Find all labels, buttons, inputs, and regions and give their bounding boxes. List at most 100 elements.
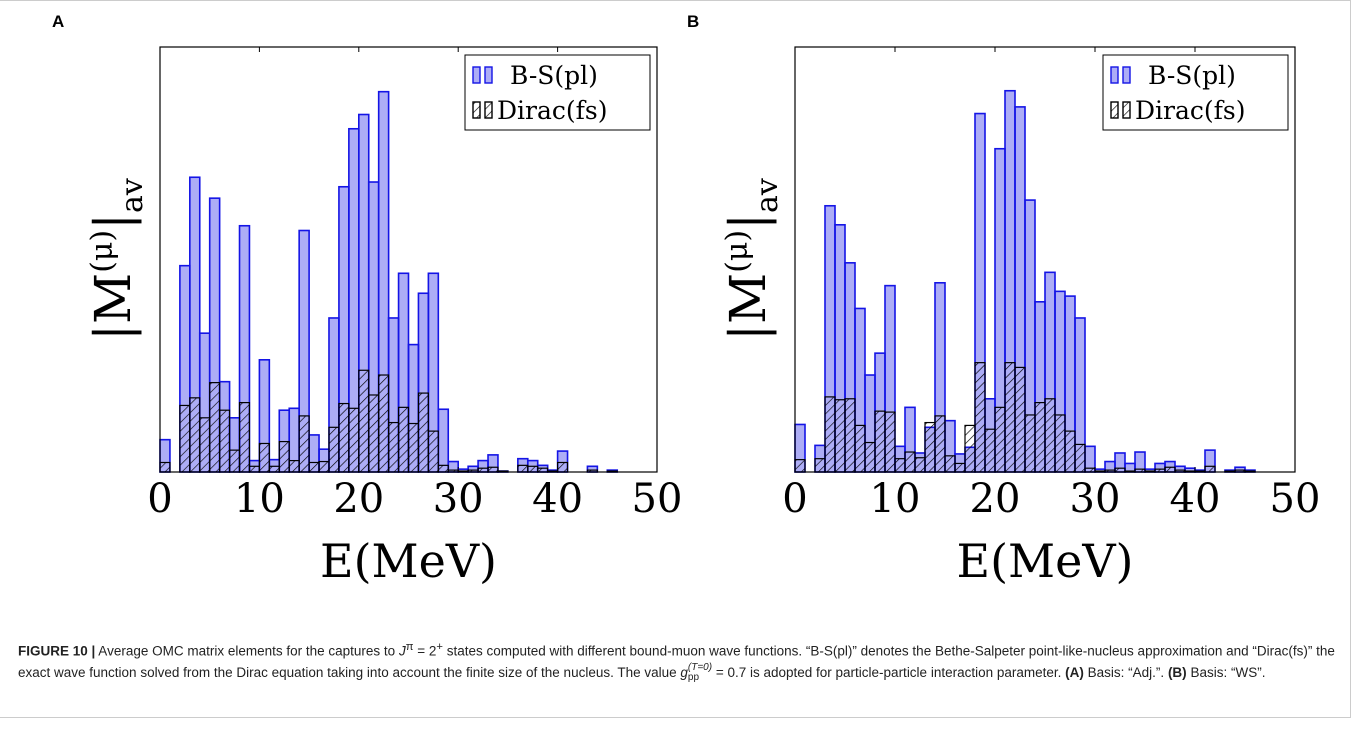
plot-frame: [159, 46, 658, 473]
plot-frame: [794, 46, 1296, 473]
bar: [1044, 398, 1056, 473]
x-tick-label: 30: [1070, 476, 1121, 522]
y-axis-label: |M(μ)|av: [719, 178, 785, 341]
bar: [964, 424, 976, 473]
caption-math: pp: [687, 671, 700, 683]
bar: [378, 374, 390, 473]
bar: [189, 397, 201, 473]
figure-frame: [0, 0, 1351, 718]
bar: [1054, 414, 1066, 473]
bar: [348, 407, 360, 473]
caption-math: = 2: [413, 643, 437, 659]
bar: [318, 460, 330, 473]
bar: [1074, 443, 1086, 473]
bar: [824, 396, 836, 473]
bar: [844, 398, 856, 473]
legend-box: [464, 54, 651, 131]
x-tick-label: 10: [870, 476, 921, 522]
x-tick-label: 10: [234, 476, 285, 522]
bar: [517, 464, 529, 473]
x-tick-label: 0: [147, 476, 172, 522]
bar: [427, 430, 439, 473]
bar: [527, 465, 539, 473]
caption-label: (B): [1167, 664, 1187, 680]
y-axis-label-part: (μ): [720, 230, 755, 273]
y-axis-label-part: av: [750, 178, 785, 213]
legend-swatch: [1110, 66, 1119, 84]
bar: [1004, 362, 1016, 473]
bar: [924, 421, 936, 473]
caption-math: g: [680, 664, 688, 680]
bar: [864, 441, 876, 473]
x-tick-label: 50: [1270, 476, 1321, 522]
caption-text: Basis: “WS”.: [1186, 664, 1266, 680]
bar: [954, 462, 966, 473]
x-tick-label: 30: [433, 476, 484, 522]
caption-text: Basis: “Adj.”.: [1083, 664, 1168, 680]
legend-swatch: [1122, 66, 1131, 84]
x-tick-label: 0: [782, 476, 807, 522]
bar: [1034, 401, 1046, 473]
bar: [268, 465, 280, 473]
bar: [288, 459, 300, 473]
charts: A0 10 20 30 40 50E(MeV)|M(μ)|avB-S(pl)Dirac(f…: [52, 12, 1321, 588]
x-tick-label: 20: [333, 476, 384, 522]
bar: [834, 399, 846, 473]
bar: [884, 411, 896, 473]
bar: [417, 392, 429, 473]
legend-label: Dirac(fs): [1135, 96, 1246, 125]
x-tick-label: 40: [1170, 476, 1221, 522]
x-tick-label: 20: [970, 476, 1021, 522]
bar: [854, 424, 866, 473]
bar: [248, 465, 261, 473]
bar: [974, 362, 986, 473]
x-axis-label: E(MeV): [956, 534, 1133, 588]
caption-text: = 0.7 is adopted for particle-particle i…: [712, 664, 1066, 680]
bar: [328, 426, 340, 473]
bar: [1014, 366, 1026, 473]
bar: [199, 417, 211, 473]
bar: [397, 406, 410, 473]
y-axis-label-part: |M: [84, 273, 142, 341]
legend-swatch: [472, 101, 481, 119]
bar: [388, 421, 400, 473]
bar: [368, 394, 380, 473]
bar: [994, 406, 1006, 473]
bar: [984, 428, 996, 473]
y-axis-label-part: |: [719, 213, 777, 230]
y-axis-label: |M(μ)|av: [84, 178, 150, 341]
legend-swatch: [1122, 101, 1131, 119]
bar: [308, 461, 320, 473]
bar: [1064, 430, 1076, 473]
caption-text: Average OMC matrix elements for the capt…: [95, 643, 399, 659]
bar: [487, 466, 499, 473]
bar: [874, 410, 886, 473]
caption-label: (A): [1065, 664, 1084, 680]
bar: [159, 461, 171, 473]
bar: [209, 382, 221, 473]
bar: [944, 455, 956, 473]
x-axis-label: E(MeV): [320, 534, 497, 588]
bar: [238, 401, 251, 473]
caption-math: J: [398, 643, 406, 659]
bar: [278, 440, 290, 473]
y-axis-label-part: av: [115, 178, 150, 213]
legend-swatch: [484, 101, 493, 119]
bar: [437, 464, 449, 473]
bar: [407, 422, 420, 473]
bar: [1164, 466, 1176, 473]
panel-label: A: [52, 12, 64, 31]
bar: [219, 409, 231, 473]
bar: [338, 402, 350, 473]
bar: [556, 461, 569, 473]
legend-swatch: [1110, 101, 1119, 119]
legend-label: B-S(pl): [510, 61, 598, 90]
bar: [1204, 465, 1216, 473]
panel-label: B: [687, 12, 699, 31]
legend-swatch: [472, 66, 481, 84]
bar: [914, 457, 926, 473]
caption-math: (T=0): [687, 661, 713, 673]
bar: [1024, 414, 1036, 473]
y-axis-label-part: |M: [719, 273, 777, 341]
